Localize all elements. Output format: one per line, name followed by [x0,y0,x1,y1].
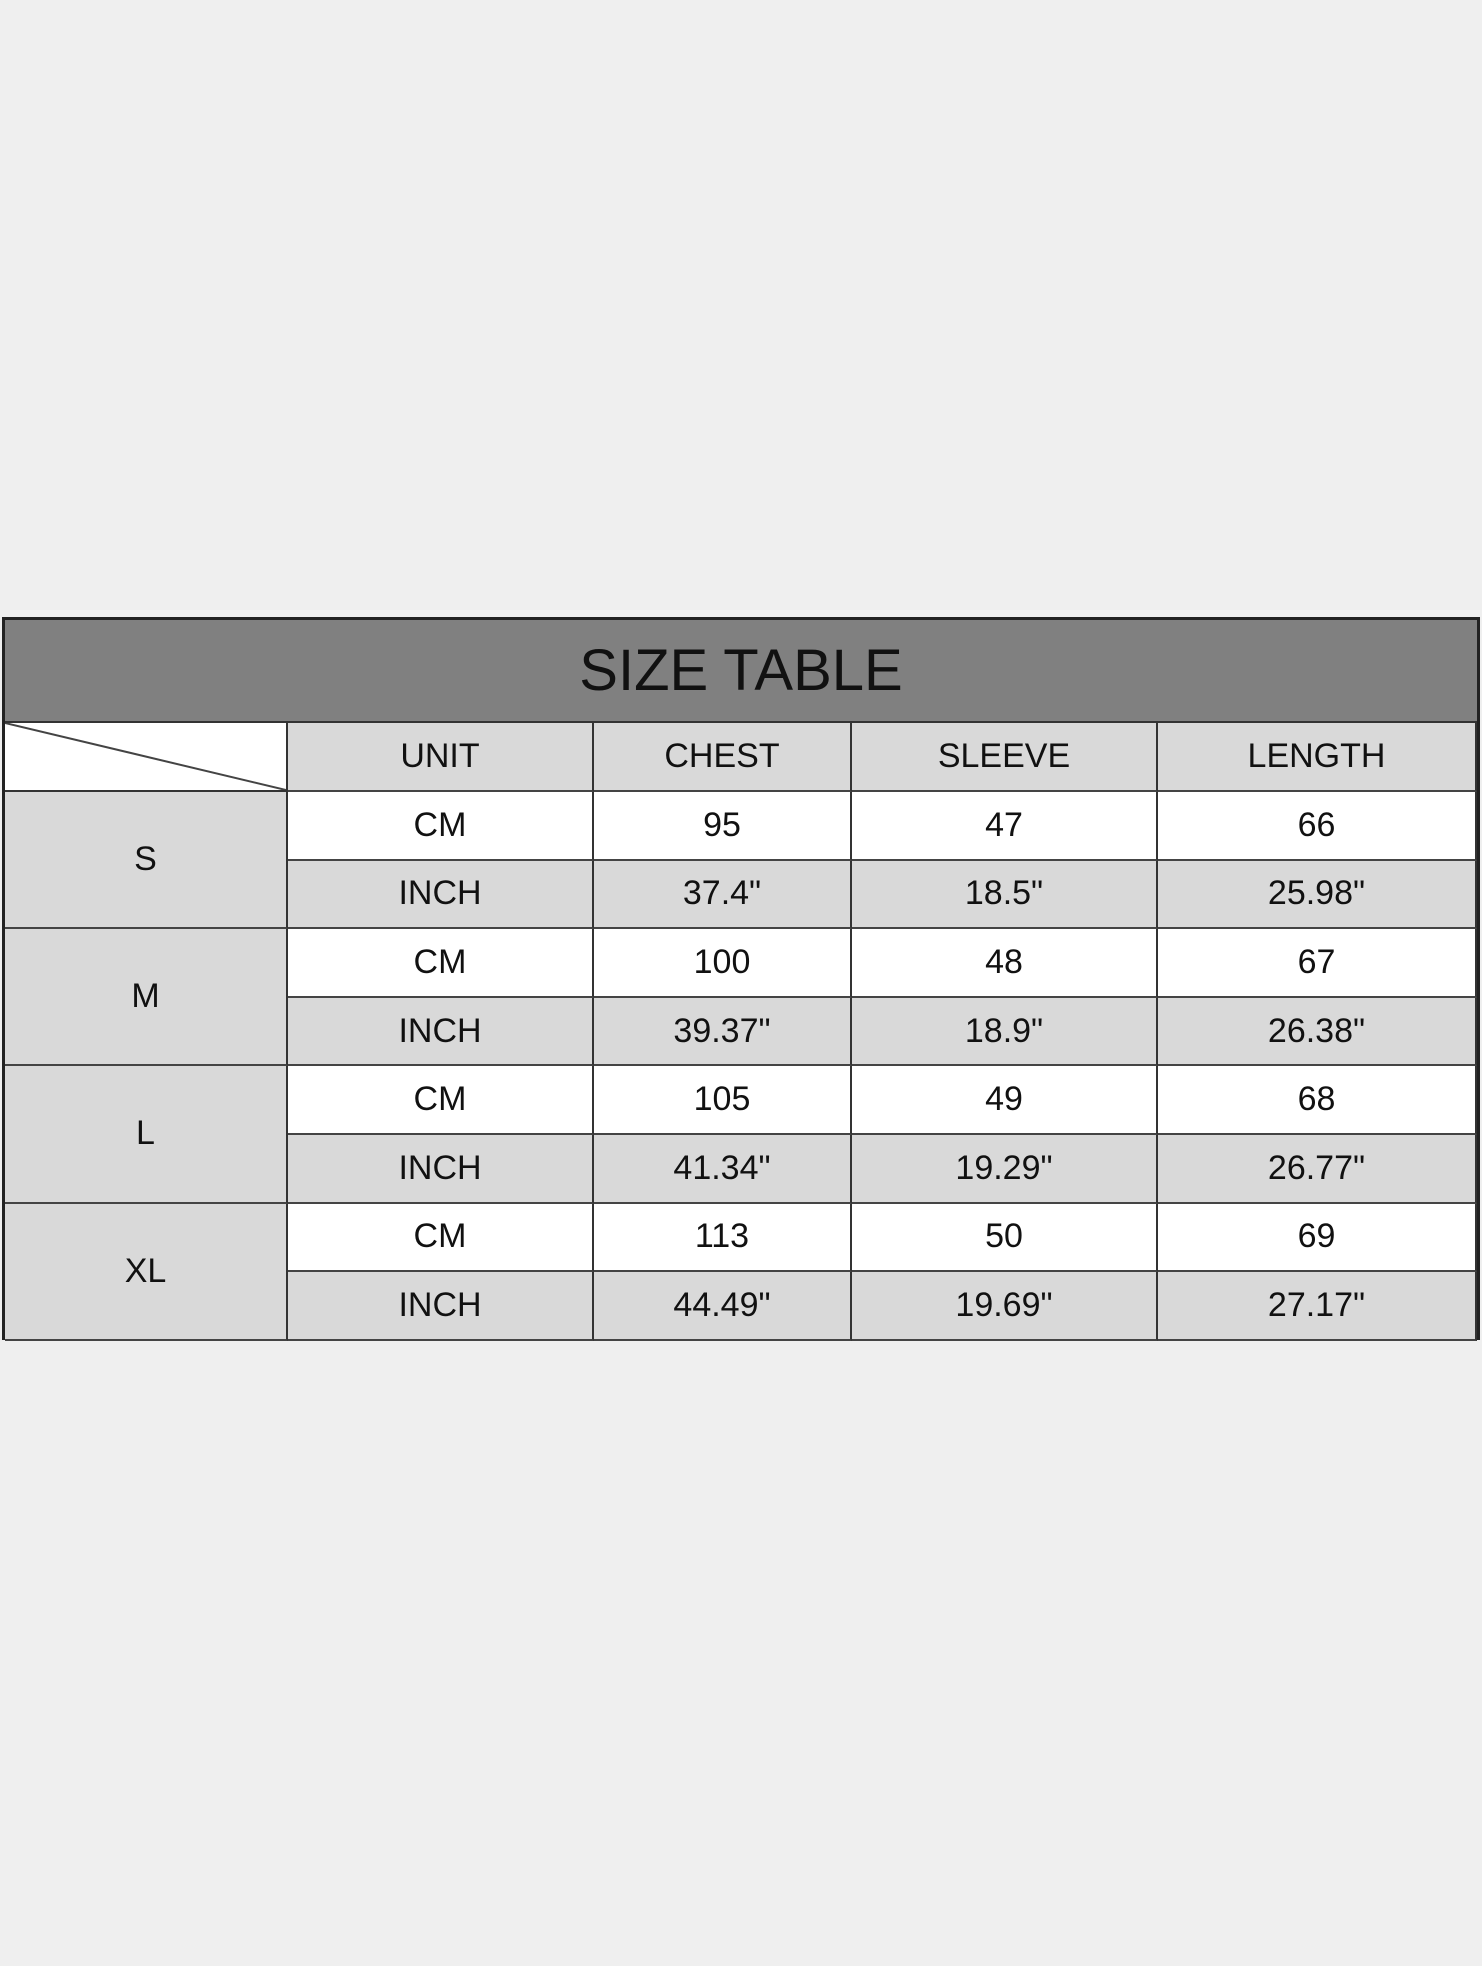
size-label: XL [5,1203,288,1341]
unit-cell: CM [288,1203,594,1273]
value-cell: 48 [852,929,1158,998]
value-cell: 41.34" [594,1135,852,1204]
value-cell: 25.98" [1158,860,1477,930]
value-cell: 39.37" [594,997,852,1067]
size-label: S [5,792,288,930]
value-cell: 67 [1158,929,1477,998]
value-cell: 69 [1158,1203,1477,1273]
value-cell: 95 [594,792,852,861]
value-cell: 19.69" [852,1272,1158,1341]
size-label: M [5,929,288,1067]
unit-cell: INCH [288,1272,594,1341]
value-cell: 50 [852,1203,1158,1273]
column-header-unit: UNIT [288,723,594,792]
value-cell: 100 [594,929,852,998]
corner-diagonal-cell [5,723,288,792]
unit-cell: CM [288,1066,594,1135]
value-cell: 105 [594,1066,852,1135]
value-cell: 68 [1158,1066,1477,1135]
value-cell: 18.5" [852,860,1158,930]
unit-cell: INCH [288,860,594,930]
value-cell: 26.38" [1158,997,1477,1067]
value-cell: 18.9" [852,997,1158,1067]
value-cell: 47 [852,792,1158,861]
value-cell: 113 [594,1203,852,1273]
column-header-chest: CHEST [594,723,852,792]
table-title: SIZE TABLE [5,620,1477,723]
size-label: L [5,1066,288,1204]
value-cell: 49 [852,1066,1158,1135]
diagonal-line [5,723,286,790]
column-header-sleeve: SLEEVE [852,723,1158,792]
unit-cell: INCH [288,997,594,1067]
column-header-length: LENGTH [1158,723,1477,792]
value-cell: 26.77" [1158,1135,1477,1204]
value-cell: 37.4" [594,860,852,930]
value-cell: 44.49" [594,1272,852,1341]
value-cell: 27.17" [1158,1272,1477,1341]
value-cell: 66 [1158,792,1477,861]
unit-cell: INCH [288,1135,594,1204]
size-table: SIZE TABLE UNIT CHEST SLEEVE LENGTH S CM 95 47 6… [2,617,1480,1341]
unit-cell: CM [288,792,594,861]
unit-cell: CM [288,929,594,998]
value-cell: 19.29" [852,1135,1158,1204]
